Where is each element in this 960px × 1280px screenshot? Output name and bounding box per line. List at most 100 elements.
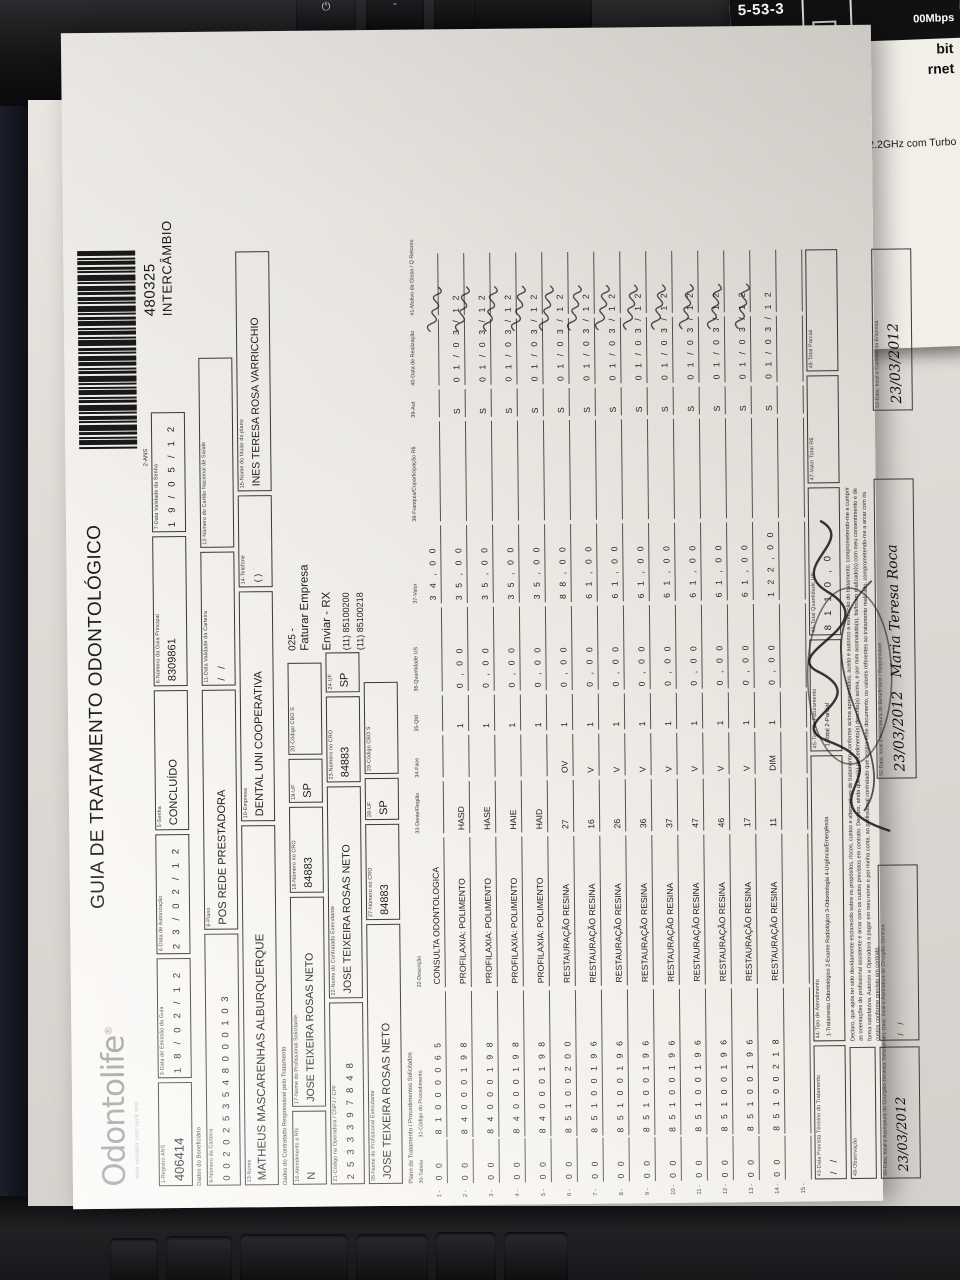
field-numero-guia-principal[interactable]: 6-Número da Guia Principal 8309861: [152, 535, 188, 687]
field-codigo-operadora[interactable]: 21-Código na Operadora / CNPJ / CPF 2 5 …: [329, 1002, 365, 1185]
keyboard-key[interactable]: [110, 1238, 158, 1280]
field-data-validade-senha[interactable]: 7-Data Validade da Senha 1 9 / 0 5 / 1 2: [150, 411, 187, 533]
cell-glosa-box[interactable]: [657, 250, 673, 314]
field-numero-carteira[interactable]: 9-Número da Carteira 0 0 2 0 2 5 3 5 4 8…: [204, 933, 241, 1186]
cell-franquia-box[interactable]: [606, 419, 623, 520]
signature-block-cirurgiao-dentista[interactable]: 51-Data, local e Assinatura do Cirurgião…: [877, 864, 920, 1041]
field-data-validade-carteira[interactable]: 11-Data Validade da Carteira / /: [200, 551, 236, 686]
field-uf-executante[interactable]: 24-UF SP: [325, 652, 360, 693]
field-senha[interactable]: 5-Senha CONCLUÍDO: [153, 689, 190, 831]
minus-key[interactable]: -: [366, 0, 424, 34]
field-nome-titular[interactable]: 15-Nome do titular do plano INES TERESA …: [235, 251, 272, 492]
cell-glosa-box[interactable]: [709, 250, 725, 313]
cell-codigo-box[interactable]: [794, 987, 812, 1134]
cell-dente-box[interactable]: [792, 777, 809, 830]
cell-franquia-box[interactable]: [528, 420, 545, 521]
field-numero-cro-solicitante[interactable]: 18-Número no CRO 84883: [288, 806, 324, 893]
cell-face-box[interactable]: [792, 731, 808, 774]
cell-descricao-box[interactable]: [793, 833, 810, 984]
cell-aut-box[interactable]: [788, 385, 804, 414]
field-nome-contratado-executante[interactable]: 22-Nome do Contratado Executante JOSE TE…: [326, 786, 363, 999]
field-uf-prof-executante[interactable]: 28-UF SP: [364, 777, 400, 821]
field-observacao[interactable]: 49-Observação: [849, 1046, 877, 1180]
field-total-quantidade-us[interactable]: 46-Total Quantidade US 8 1 1 0 , 0: [807, 487, 842, 636]
cell-face-box[interactable]: [506, 734, 522, 777]
field-nome-prof-executante[interactable]: 26-Nome do Profissional Executante JOSE …: [366, 923, 403, 1185]
cell-face-box[interactable]: [428, 735, 444, 778]
cell-tabela-box[interactable]: [796, 1135, 812, 1180]
cell-face-box[interactable]: [532, 734, 548, 777]
field-atendimento-rn[interactable]: 16-Atendimento a RN N: [292, 1110, 327, 1185]
cell-qtd-box[interactable]: [427, 695, 444, 732]
cell-franquia-box[interactable]: [632, 419, 649, 520]
cell-glosa-box[interactable]: [423, 253, 439, 316]
field-valor-total[interactable]: 47-Valor Total R$: [806, 375, 840, 484]
keyboard-key[interactable]: [436, 1232, 496, 1280]
field-label: 9-Número da Carteira: [208, 1128, 215, 1183]
cell-franquia-box[interactable]: [788, 417, 805, 518]
field-codigo-cbo-solicitante[interactable]: 20-Código CBO S: [287, 662, 323, 755]
cell-glosa-box[interactable]: [735, 250, 751, 313]
cell-glosa-box[interactable]: [501, 252, 517, 315]
field-tipo-faturamento[interactable]: 45-Tipo de Faturamento 1-Total 2-Parcial: [809, 639, 843, 752]
cell-glosa-box[interactable]: [527, 252, 543, 315]
cell-tabela: 0 0: [537, 1159, 548, 1180]
cell-glosa-box[interactable]: [605, 251, 621, 314]
field-label: 13-Nome: [246, 1159, 253, 1183]
cell-tabela: 0 0: [641, 1158, 652, 1179]
field-total-franquia[interactable]: 48-Total Parcial: [805, 249, 839, 372]
cell-glosa-box[interactable]: [683, 250, 699, 313]
keyboard-key[interactable]: [356, 1234, 428, 1280]
cell-franquia-box[interactable]: [658, 418, 675, 520]
cell-glosa-box[interactable]: [761, 249, 777, 312]
field-tipo-atendimento[interactable]: 44-Tipo de Atendimento 1-Tratamento Odon…: [810, 755, 846, 1042]
cell-face-box[interactable]: [480, 734, 496, 777]
field-data-emissao[interactable]: 3-Data de Emissão da Guia 1 8 / 0 2 / 1 …: [156, 957, 192, 1079]
field-uf-solicitante[interactable]: 19-UF SP: [288, 758, 323, 803]
cell-dente-box[interactable]: [428, 781, 445, 834]
cell-glosa-box[interactable]: [631, 251, 647, 314]
cell-glosa-box[interactable]: [475, 252, 491, 315]
cell-face-box[interactable]: [454, 735, 470, 778]
field-registro-ans[interactable]: 1-Registro ANS 406414: [157, 1081, 193, 1187]
signature-block-carimbo-empresa[interactable]: 53-Data, local e Carimbo da Empresa 23/0…: [871, 248, 913, 411]
field-data-prevista-termino[interactable]: 43-Data Prevista Término do Tratamento /…: [813, 1045, 847, 1180]
field-nome-prof-solicitante[interactable]: 17-Nome do Profissional Solicitante JOSE…: [289, 896, 327, 1107]
field-empresa[interactable]: 10-Empresa DENTAL UNI COOPERATIVA: [238, 591, 276, 822]
cell-qtd-us-box[interactable]: [790, 603, 807, 688]
cell-data-box[interactable]: [787, 315, 804, 382]
field-value: 84883: [302, 857, 315, 888]
cell-franquia-box[interactable]: [710, 418, 727, 519]
cell-glosa-box[interactable]: [787, 249, 803, 312]
cell-glosa-box[interactable]: [579, 251, 595, 314]
cell-franquia-box[interactable]: [554, 419, 571, 521]
cell-franquia-box[interactable]: [580, 419, 597, 520]
cell-franquia-box[interactable]: [502, 420, 519, 521]
spacebar-key[interactable]: [240, 1234, 348, 1280]
field-numero-cro-prof-executante[interactable]: 27-Número no CRO 84883: [365, 823, 401, 921]
cell-qtd-box[interactable]: [791, 691, 808, 728]
cell-franquia-box[interactable]: [736, 418, 753, 519]
field-nome-beneficiario[interactable]: 13-Nome MATHEUS MASCARENHAS ALBURQUERQUE: [241, 825, 279, 1186]
cell-glosa-box[interactable]: [553, 251, 569, 315]
field-data-autorizacao[interactable]: 4-Data de Autorização 2 3 / 0 2 / 1 2: [155, 833, 191, 955]
signature-block-dentista-solicitante[interactable]: 50-Data, local e Assinatura do Cirurgião…: [879, 1037, 921, 1179]
field-numero-cro-executante[interactable]: 23-Número no CRO 84883: [325, 696, 361, 783]
field-codigo-cbo-prof-executante[interactable]: 29-Código CBO S: [363, 681, 399, 775]
signature-block-beneficiario[interactable]: 52-Data, local e Assinatura do Beneficiá…: [873, 478, 917, 779]
cell-franquia-box[interactable]: [684, 418, 701, 519]
cell-franquia-box[interactable]: [424, 421, 441, 522]
cell-data-box[interactable]: [423, 319, 440, 386]
field-cartao-nacional-saude[interactable]: 12-Número do Cartão Nacional de Saúde: [198, 357, 235, 548]
cell-franquia-box[interactable]: [762, 417, 779, 518]
cell-qtd-us-box[interactable]: [426, 607, 443, 692]
cell-valor-box[interactable]: [790, 521, 806, 600]
field-plano[interactable]: 8-Plano POS REDE PRESTADORA: [201, 689, 239, 930]
cell-aut-box[interactable]: [424, 389, 440, 418]
keyboard-key[interactable]: [166, 1236, 232, 1280]
field-telefone[interactable]: 14-Telefone ( ): [237, 495, 273, 588]
cell-franquia-box[interactable]: [450, 421, 467, 522]
cell-glosa-box[interactable]: [449, 253, 465, 316]
keyboard-key[interactable]: [504, 1232, 568, 1280]
cell-franquia-box[interactable]: [476, 420, 493, 521]
